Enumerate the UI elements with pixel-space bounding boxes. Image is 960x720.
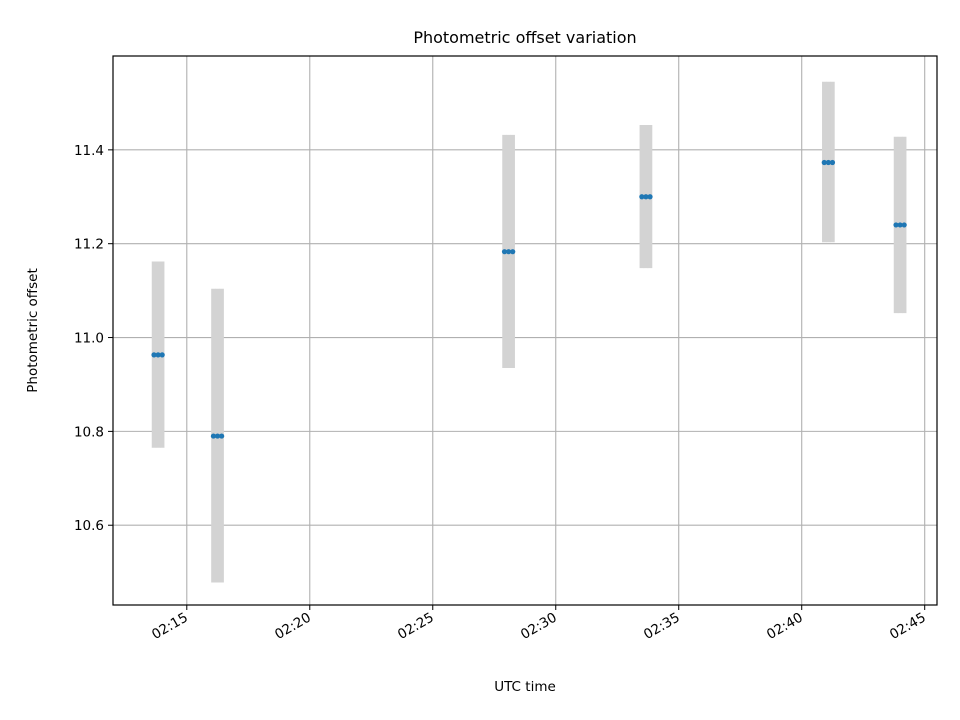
- data-point: [639, 194, 645, 200]
- axis-ticks: 02:15 02:20 02:25 02:30 02:35 02:40 02:45 10.6 1…: [74, 143, 929, 643]
- data-point: [159, 352, 165, 358]
- data-point: [151, 352, 157, 358]
- x-tick-label: 02:25: [395, 610, 437, 643]
- y-tick-label: 11.2: [74, 237, 104, 253]
- data-point: [647, 194, 653, 200]
- data-point: [893, 222, 899, 228]
- data-point: [155, 352, 161, 358]
- data-point: [825, 159, 831, 166]
- error-bars: [151, 81, 907, 583]
- data-point: [501, 249, 508, 255]
- data-points: [151, 159, 907, 439]
- data-point: [897, 222, 903, 228]
- data-point: [210, 433, 217, 439]
- data-point: [510, 249, 516, 255]
- data-point: [643, 194, 649, 200]
- x-tick-label: 02:40: [764, 610, 806, 643]
- data-point: [219, 433, 225, 439]
- data-point: [901, 222, 907, 228]
- data-point: [829, 159, 836, 166]
- chart-title: Photometric offset variation: [413, 28, 636, 47]
- y-tick-label: 10.8: [74, 424, 104, 440]
- y-axis-label: Photometric offset: [25, 268, 41, 392]
- y-tick-label: 11.0: [74, 331, 104, 347]
- x-tick-label: 02:35: [641, 610, 683, 643]
- x-axis-label: UTC time: [494, 679, 556, 695]
- x-tick-label: 02:30: [518, 610, 560, 643]
- data-point: [821, 159, 827, 166]
- grid-lines: [113, 56, 937, 605]
- y-tick-label: 10.6: [74, 518, 104, 534]
- x-tick-label: 02:20: [272, 610, 314, 643]
- x-tick-label: 02:45: [887, 610, 929, 643]
- data-point: [506, 249, 512, 255]
- data-point: [214, 433, 221, 439]
- plot-frame: [112, 55, 938, 606]
- y-tick-label: 11.4: [74, 143, 104, 159]
- x-tick-label: 02:15: [149, 610, 191, 643]
